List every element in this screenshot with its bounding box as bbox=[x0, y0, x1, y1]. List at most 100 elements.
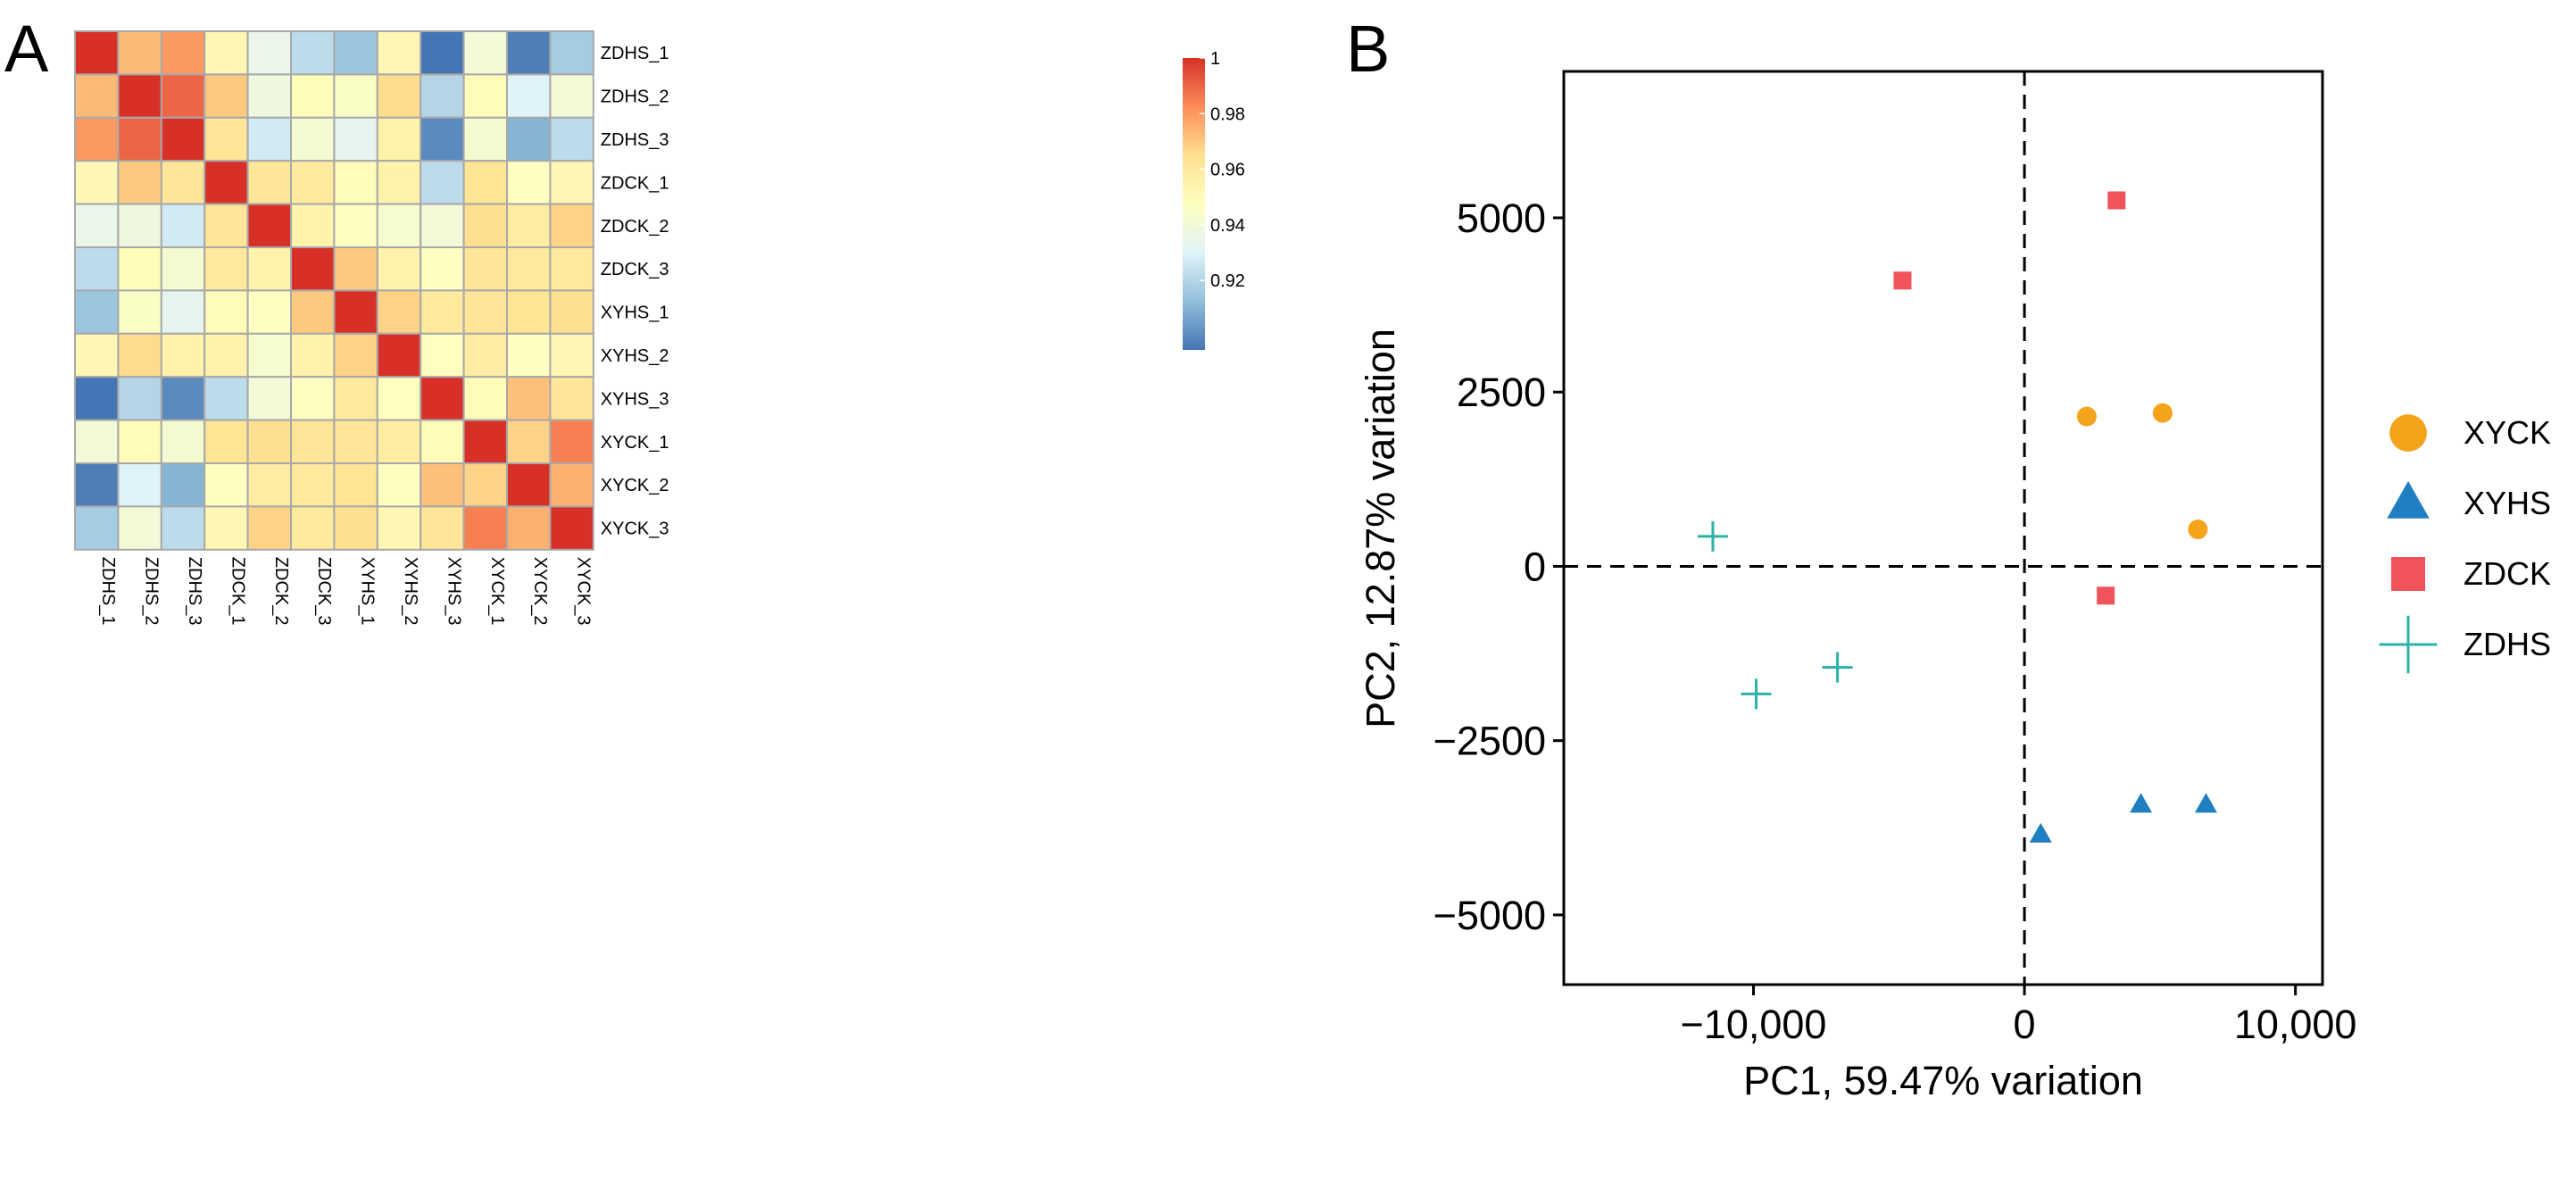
pca-point-xyck-1 bbox=[2076, 406, 2097, 427]
heatmap-cell-xyhs-2-xyhs-1 bbox=[333, 332, 378, 378]
heatmap-cell-zdhs-1-zdhs-2 bbox=[117, 30, 162, 76]
heatmap-cell-zdck-3-zdck-1 bbox=[204, 246, 249, 292]
heatmap-cell-xyhs-3-zdck-1 bbox=[204, 376, 249, 421]
heatmap-cell-xyck-2-xyck-1 bbox=[462, 462, 508, 508]
heatmap-cell-xyhs-1-xyhs-3 bbox=[420, 289, 465, 335]
heatmap-cell-xyck-2-xyck-2 bbox=[506, 462, 552, 508]
heatmap-cell-zdhs-2-xyck-1 bbox=[462, 73, 508, 119]
heatmap-column-label-xyhs-1: XYHS_1 bbox=[358, 557, 378, 626]
colorbar-tick-label-0-98: 0.98 bbox=[1210, 104, 1245, 124]
pca-point-zdhs-1 bbox=[1697, 520, 1728, 552]
heatmap-cell-xyhs-1-xyck-2 bbox=[506, 289, 552, 335]
heatmap-cell-zdhs-1-zdhs-1 bbox=[74, 30, 120, 76]
heatmap-cell-zdck-3-xyhs-2 bbox=[376, 246, 422, 292]
heatmap-cell-zdck-1-zdck-2 bbox=[246, 160, 293, 205]
pca-y-axis-label: PC2, 12.87% variation bbox=[1358, 329, 1403, 728]
heatmap-cell-zdhs-2-xyhs-3 bbox=[420, 73, 465, 119]
heatmap-cell-xyck-3-xyck-1 bbox=[462, 505, 508, 551]
heatmap-cell-xyck-1-zdck-2 bbox=[246, 419, 293, 465]
heatmap-cells bbox=[74, 30, 594, 551]
heatmap-cell-zdck-2-zdck-2 bbox=[246, 203, 293, 249]
heatmap-column-labels: ZDHS_1 ZDHS_2 ZDHS_3 ZDCK_1 ZDCK_2 ZDCK_3 XYHS… bbox=[98, 557, 593, 626]
heatmap-cell-xyck-1-zdhs-1 bbox=[74, 419, 120, 465]
heatmap-cell-zdhs-1-zdck-2 bbox=[246, 30, 293, 76]
heatmap-cell-zdck-3-xyck-2 bbox=[506, 246, 552, 292]
heatmap-cell-zdck-2-zdck-3 bbox=[290, 203, 336, 249]
heatmap-cell-xyck-3-xyhs-3 bbox=[420, 505, 465, 551]
heatmap-cell-zdhs-2-xyhs-2 bbox=[376, 73, 422, 119]
heatmap-cell-xyck-1-zdhs-2 bbox=[117, 419, 162, 465]
heatmap-cell-zdhs-1-zdck-1 bbox=[204, 30, 249, 76]
heatmap-cell-zdhs-2-zdhs-2 bbox=[117, 73, 162, 119]
heatmap-cell-xyck-1-zdck-1 bbox=[204, 419, 249, 465]
heatmap-cell-zdck-1-xyhs-1 bbox=[333, 160, 378, 205]
heatmap-cell-xyhs-1-xyck-3 bbox=[549, 289, 594, 335]
pca-point-xyck-2 bbox=[2152, 403, 2173, 423]
legend-label-zdck: ZDCK bbox=[2464, 555, 2551, 592]
heatmap-cell-xyhs-2-zdck-1 bbox=[204, 332, 249, 378]
heatmap-cell-zdhs-1-xyck-3 bbox=[549, 30, 594, 76]
pca-plot-frame bbox=[1562, 70, 2324, 986]
heatmap-cell-zdhs-3-zdhs-1 bbox=[74, 116, 120, 162]
heatmap-cell-xyhs-3-zdhs-3 bbox=[160, 376, 206, 421]
heatmap-cell-xyhs-1-zdck-1 bbox=[204, 289, 249, 335]
heatmap-cell-zdck-2-zdck-1 bbox=[204, 203, 249, 249]
heatmap-cell-zdhs-1-zdck-3 bbox=[290, 30, 336, 76]
heatmap-cell-xyhs-2-xyck-1 bbox=[462, 332, 508, 378]
heatmap-cell-xyhs-1-zdck-3 bbox=[290, 289, 336, 335]
pca-scatter-plot: −10,000 0 10,000 5000 2500 0 −2500 −5000 PC1, 5… bbox=[1358, 70, 2356, 1103]
heatmap-cell-zdhs-2-zdhs-1 bbox=[74, 73, 120, 119]
panel-label-a: A bbox=[4, 12, 49, 86]
heatmap-cell-xyck-3-xyck-2 bbox=[506, 505, 552, 551]
heatmap-cell-zdck-3-xyhs-3 bbox=[420, 246, 465, 292]
pca-axes: −10,000 0 10,000 5000 2500 0 −2500 −5000 bbox=[1433, 71, 2356, 1047]
heatmap-row-label-zdhs-1: ZDHS_1 bbox=[601, 44, 669, 63]
heatmap-cell-zdck-1-zdhs-1 bbox=[74, 160, 120, 205]
heatmap-cell-zdhs-3-zdck-1 bbox=[204, 116, 249, 162]
heatmap-cell-xyhs-2-zdhs-2 bbox=[117, 332, 162, 378]
heatmap-cell-zdhs-2-zdck-3 bbox=[290, 73, 336, 119]
legend-marker-zdck bbox=[2391, 557, 2425, 591]
pca-x-axis-label: PC1, 59.47% variation bbox=[1743, 1058, 2143, 1103]
heatmap-column-label-zdhs-3: ZDHS_3 bbox=[185, 557, 204, 626]
pca-point-xyck-3 bbox=[2188, 520, 2208, 540]
pca-y-tick-label-2: 0 bbox=[1524, 544, 1546, 589]
heatmap-cell-xyhs-3-zdck-2 bbox=[246, 376, 293, 421]
heatmap-cell-zdck-2-xyhs-3 bbox=[420, 203, 465, 249]
heatmap-cell-zdhs-2-xyck-2 bbox=[506, 73, 552, 119]
heatmap-cell-xyck-3-zdhs-2 bbox=[117, 505, 162, 551]
heatmap-cell-xyck-2-xyhs-3 bbox=[420, 462, 465, 508]
pca-y-tick-label-4: −5000 bbox=[1433, 893, 1546, 938]
legend-label-xyck: XYCK bbox=[2464, 414, 2551, 451]
colorbar-tick-label-0-96: 0.96 bbox=[1210, 161, 1245, 180]
heatmap-cell-xyck-2-xyck-3 bbox=[549, 462, 594, 508]
heatmap-cell-zdck-2-zdhs-1 bbox=[74, 203, 120, 249]
heatmap-cell-zdhs-2-zdck-1 bbox=[204, 73, 249, 119]
heatmap-cell-xyhs-1-xyck-1 bbox=[462, 289, 508, 335]
heatmap-cell-xyck-2-zdck-1 bbox=[204, 462, 249, 508]
heatmap-cell-xyck-2-zdhs-3 bbox=[160, 462, 206, 508]
heatmap-cell-xyhs-2-xyck-3 bbox=[549, 332, 594, 378]
heatmap-cell-zdck-3-zdhs-2 bbox=[117, 246, 162, 292]
heatmap-cell-xyck-3-zdhs-1 bbox=[74, 505, 120, 551]
heatmap-cell-zdhs-2-zdhs-3 bbox=[160, 73, 206, 119]
heatmap-cell-zdck-1-xyhs-2 bbox=[376, 160, 422, 205]
heatmap-cell-zdck-1-xyck-3 bbox=[549, 160, 594, 205]
heatmap-cell-xyck-3-xyck-3 bbox=[549, 505, 594, 551]
pca-point-zdck-1 bbox=[1893, 271, 1912, 290]
heatmap-column-label-zdck-1: ZDCK_1 bbox=[228, 557, 247, 626]
heatmap-cell-zdck-3-zdhs-3 bbox=[160, 246, 206, 292]
heatmap-cell-xyck-2-xyhs-1 bbox=[333, 462, 378, 508]
heatmap-column-label-xyck-2: XYCK_2 bbox=[530, 557, 550, 626]
pca-point-zdck-2 bbox=[2107, 191, 2126, 210]
heatmap-cell-xyck-1-zdck-3 bbox=[290, 419, 336, 465]
heatmap-cell-xyck-1-xyck-3 bbox=[549, 419, 594, 465]
heatmap-row-label-zdck-2: ZDCK_2 bbox=[601, 217, 669, 237]
heatmap-cell-xyhs-1-xyhs-2 bbox=[376, 289, 422, 335]
pca-y-tick-label-1: 2500 bbox=[1457, 370, 1546, 415]
heatmap-cell-zdhs-1-xyhs-3 bbox=[420, 30, 465, 76]
heatmap-cell-xyck-2-zdck-2 bbox=[246, 462, 293, 508]
legend-label-zdhs: ZDHS bbox=[2464, 626, 2551, 662]
heatmap-cell-xyhs-3-xyck-1 bbox=[462, 376, 508, 421]
heatmap-row-label-zdck-1: ZDCK_1 bbox=[601, 173, 669, 193]
